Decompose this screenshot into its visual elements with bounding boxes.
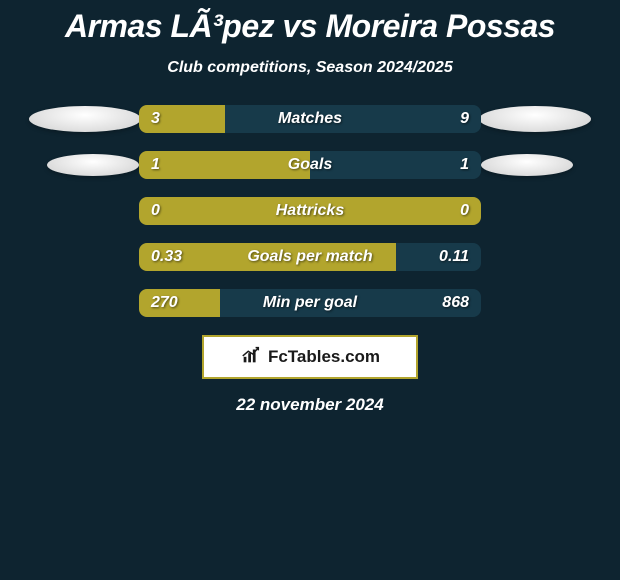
stat-bar: 39Matches [139,105,481,133]
bar-segment-right [225,105,482,133]
orb-slot-left [19,154,139,176]
bar-segment-right [310,151,481,179]
bar-segment-left [139,151,310,179]
orb-right [479,106,591,132]
stat-bar: 11Goals [139,151,481,179]
subtitle: Club competitions, Season 2024/2025 [0,59,620,77]
stat-bar: 270868Min per goal [139,289,481,317]
bar-segment-left [139,289,220,317]
bar-segment-left [139,105,225,133]
orb-left [29,106,141,132]
orb-slot-right [481,154,601,176]
bar-segment-left [139,243,396,271]
orb-slot-right [481,106,601,132]
orb-left [47,154,139,176]
stat-bar: 0.330.11Goals per match [139,243,481,271]
comparison-row: 00Hattricks [0,197,620,225]
page-title: Armas LÃ³pez vs Moreira Possas [0,0,620,45]
bar-segment-right [396,243,482,271]
orb-slot-left [19,106,139,132]
comparison-row: 39Matches [0,105,620,133]
bar-segment-right [220,289,481,317]
orb-right [481,154,573,176]
comparison-rows: 39Matches 11Goals 00Hattricks 0.330.11Goals… [0,105,620,317]
site-badge[interactable]: FcTables.com [202,335,418,379]
comparison-row: 0.330.11Goals per match [0,243,620,271]
chart-icon [240,344,262,371]
comparison-row: 270868Min per goal [0,289,620,317]
badge-text: FcTables.com [268,347,380,367]
snapshot-date: 22 november 2024 [0,395,620,415]
stat-bar: 00Hattricks [139,197,481,225]
comparison-row: 11Goals [0,151,620,179]
bar-segment-left [139,197,481,225]
